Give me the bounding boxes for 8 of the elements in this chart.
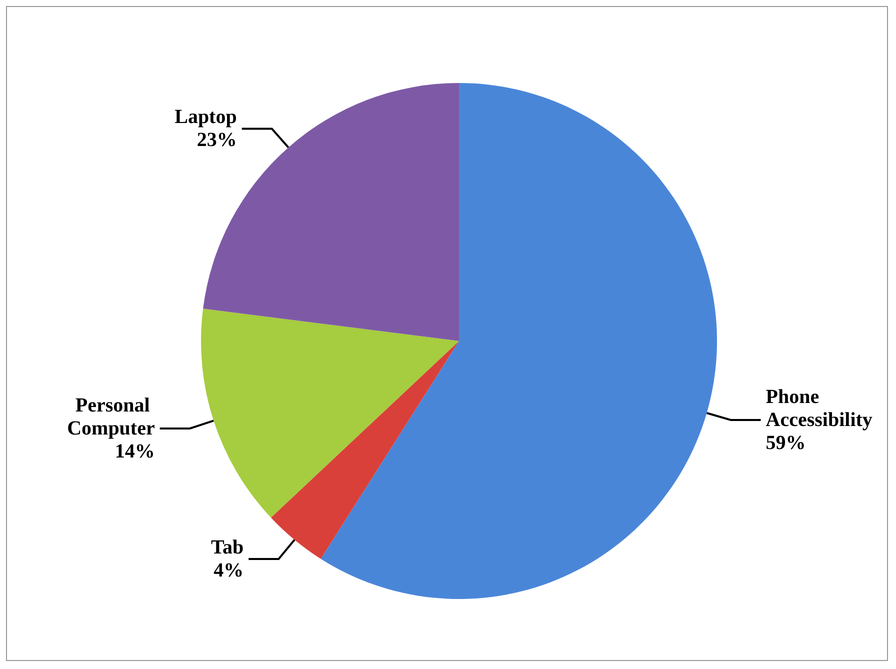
slice-label: Tab bbox=[210, 536, 244, 559]
slice-label: Phone Accessibility bbox=[766, 386, 872, 431]
data-label: 59% bbox=[766, 432, 806, 454]
data-label: 4% bbox=[214, 560, 244, 582]
data-label: 14% bbox=[114, 440, 155, 462]
data-label: 23% bbox=[196, 129, 237, 152]
slice-label: Laptop bbox=[174, 106, 237, 128]
slice-label: Personal Computer bbox=[67, 394, 155, 440]
